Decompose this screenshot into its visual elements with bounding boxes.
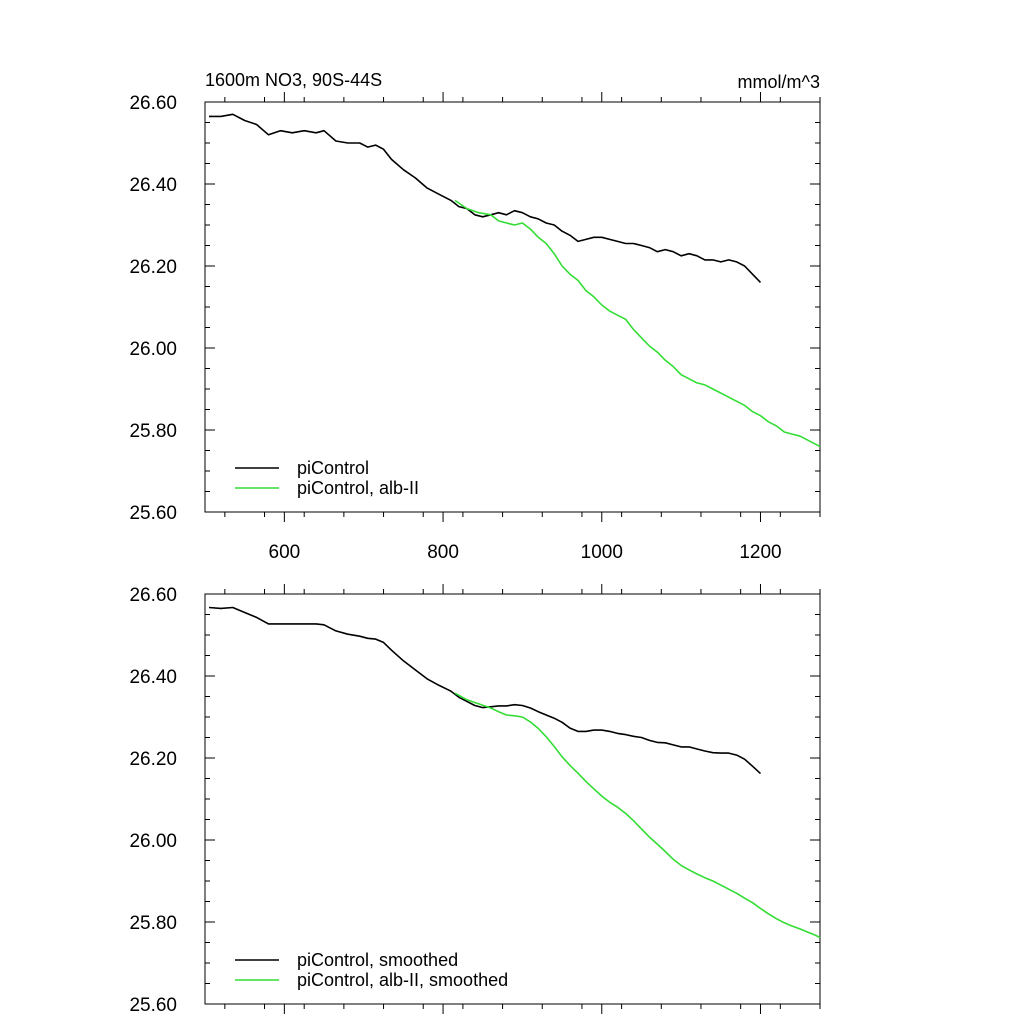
- y-tick-label: 26.60: [129, 585, 177, 606]
- bottom-panel: 25.60 25.80 26.00 26.20 26.40 26.60 piControl,…: [129, 584, 821, 1016]
- y-tick-label: 25.80: [129, 913, 177, 934]
- units-label: mmol/m^3: [738, 72, 820, 92]
- x-tick-label: 800: [427, 542, 459, 563]
- series-line-picontrol: [208, 606, 762, 775]
- series-line-picontrol: [209, 113, 762, 283]
- legend-label: piControl, smoothed: [297, 950, 458, 970]
- legend-label: piControl: [297, 458, 369, 478]
- legend-label: piControl, alb-II, smoothed: [297, 970, 508, 990]
- y-tick-label: 26.20: [129, 257, 177, 278]
- series-line-alb-ii: [454, 692, 821, 939]
- series-line-alb-ii: [454, 199, 821, 448]
- chart-title: 1600m NO3, 90S-44S: [205, 70, 382, 90]
- y-tick-label: 26.00: [129, 339, 177, 360]
- x-tick-label: 1200: [739, 542, 781, 563]
- y-tick-label: 25.60: [129, 503, 177, 524]
- y-tick-label: 26.40: [129, 667, 177, 688]
- plot-frame: [204, 101, 821, 513]
- y-tick-label: 26.20: [129, 749, 177, 770]
- y-tick-label: 26.60: [129, 93, 177, 114]
- x-tick-label: 1000: [581, 542, 623, 563]
- top-panel: 25.60 25.80 26.00 26.20 26.40 26.60 600 800 1000…: [129, 70, 821, 563]
- y-tick-label: 25.60: [129, 995, 177, 1016]
- x-tick-label: 600: [269, 542, 301, 563]
- y-tick-label: 25.80: [129, 421, 177, 442]
- plot-frame: [204, 593, 821, 1005]
- legend-label: piControl, alb-II: [297, 478, 419, 498]
- y-tick-label: 26.00: [129, 831, 177, 852]
- y-tick-label: 26.40: [129, 175, 177, 196]
